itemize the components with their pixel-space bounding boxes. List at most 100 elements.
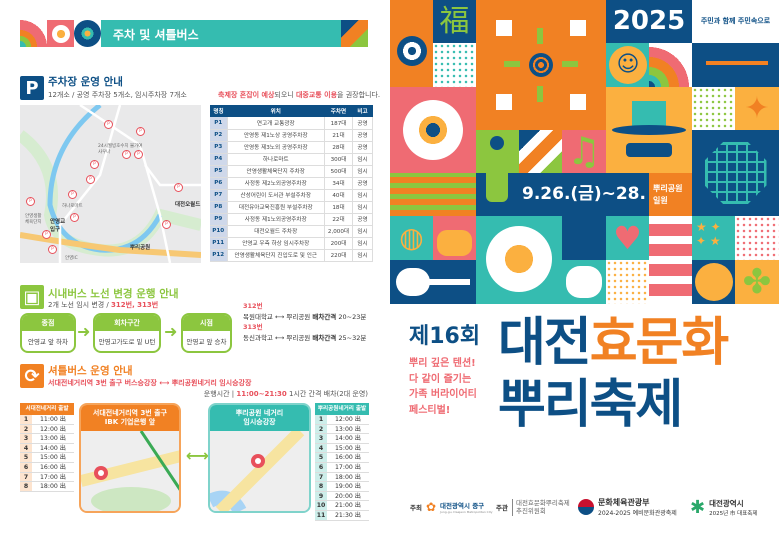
departure-time: 21:30 出 — [335, 511, 361, 519]
parking-title: 주차장 운영 안내 — [48, 76, 123, 88]
table-cell: P5 — [210, 165, 228, 178]
timetable-row: 3 13:00 出 — [20, 434, 74, 444]
clover-icon: ✤ — [735, 260, 779, 304]
daejeon-star-icon: ✱ — [690, 497, 706, 518]
trip-number: 4 — [315, 443, 327, 453]
arrow-right-icon: ➜ — [77, 322, 91, 341]
flower-icon — [47, 20, 74, 47]
timetable-row: 1 12:00 出 — [315, 415, 369, 425]
table-cell: 200대 — [324, 237, 353, 250]
trip-number: 7 — [20, 472, 32, 482]
departure-time: 13:00 出 — [40, 435, 66, 443]
map-pin-icon — [81, 430, 179, 511]
table-cell: 임시 — [352, 153, 373, 166]
table-cell: 임시 — [352, 165, 373, 178]
timetable-row: 9 20:00 出 — [315, 491, 369, 502]
table-cell: 공영 — [352, 141, 373, 154]
flow-step-start: 시점 안영교 앞 승차 — [181, 313, 232, 353]
two-way-arrow-icon: ⟷ — [186, 446, 209, 465]
table-row: P10 대전오월드 주차장 2,000대 임시 — [210, 225, 373, 238]
table-cell: 2,000대 — [324, 225, 353, 238]
table-cell: 공영 — [352, 213, 373, 226]
trip-number: 2 — [315, 424, 327, 434]
map-label: 대전오월드 — [175, 202, 201, 208]
flow-step-end: 종점 안영교 앞 하차 — [20, 313, 76, 353]
trip-number: 4 — [20, 443, 32, 453]
departure-time: 13:00 出 — [335, 425, 361, 433]
parking-subtitle: 12개소 / 공영 주차장 5개소, 임시주차장 7개소 — [48, 91, 187, 99]
trip-number: 8 — [315, 482, 327, 491]
trip-number: 6 — [315, 462, 327, 472]
table-row: P9 사정동 제1노외공영주차장 22대 공영 — [210, 213, 373, 226]
table-row: P11 안영교 우측 하상 임시주차장 200대 임시 — [210, 237, 373, 250]
trip-number: 1 — [315, 415, 327, 424]
timetable-row: 10 21:00 出 — [315, 501, 369, 511]
map-card-departure[interactable]: 서대전네거리역 3번 출구 IBK 기업은행 앞 — [79, 403, 181, 513]
trip-number: 5 — [20, 453, 32, 462]
table-row: P3 안영동 제3노외 공영주차장 28대 공영 — [210, 141, 373, 154]
column-header: 위치 — [227, 105, 325, 117]
timetable-row: 6 16:00 出 — [20, 462, 74, 473]
map-label: 뿌리공원 — [130, 245, 151, 251]
timetable-row: 4 15:00 出 — [315, 443, 369, 454]
departure-time: 20:00 出 — [335, 492, 361, 500]
rainbow-icon — [649, 43, 692, 87]
table-cell: 대전오월드 주차장 — [227, 225, 325, 238]
table-cell: 사정동 제2노외공영주차장 — [227, 177, 325, 190]
map-card-arrival[interactable]: 뿌리공원 네거리 임시승강장 — [208, 403, 311, 513]
timetable-row: 8 19:00 出 — [315, 482, 369, 492]
music-note-icon: ♫ — [562, 130, 606, 173]
table-cell: 187대 — [324, 117, 353, 130]
table-row: P2 안영동 제1노상 공영주차장 21대 공영 — [210, 129, 373, 142]
table-cell: 18대 — [324, 201, 353, 214]
table-cell: 대전유아교육진흥원 부설주차장 — [227, 201, 325, 214]
section-banner: 주차 및 셔틀버스 — [20, 20, 368, 47]
timetable-row: 7 18:00 出 — [315, 472, 369, 483]
table-cell: 안영동 제3노외 공영주차장 — [227, 141, 325, 154]
parking-icon: P — [20, 76, 44, 100]
map-label: 안영IC — [65, 256, 78, 261]
table-cell: 사정동 제1노외공영주차장 — [227, 213, 325, 226]
parking-notice: 축제장 혼잡이 예상되오니 대중교통 이용을 권장합니다. — [218, 91, 381, 99]
map-label: 안영교 입구 — [50, 219, 66, 233]
flower-icon — [476, 216, 562, 304]
triangle-pattern — [519, 130, 562, 173]
timetable-row: 2 12:00 出 — [20, 424, 74, 435]
map-label: 하나로마트 — [62, 204, 83, 209]
flow-step-turn: 회차구간 안영고가도로 밑 U턴 — [93, 313, 161, 353]
table-row: P1 연고개 교통광장 187대 공영 — [210, 117, 373, 130]
parking-table: 명칭 위치 주차면 비고 P1 연고개 교통광장 187대 공영 P2 안영동 제1노상 … — [210, 105, 373, 262]
dots-pattern — [735, 216, 779, 260]
table-cell: 300대 — [324, 153, 353, 166]
departure-time: 12:00 出 — [335, 416, 361, 423]
table-cell: 22대 — [324, 213, 353, 226]
table-cell: 공영 — [352, 129, 373, 142]
departure-time: 14:00 出 — [40, 444, 66, 452]
table-cell: 28대 — [324, 141, 353, 154]
trip-number: 5 — [315, 453, 327, 462]
dots-pattern — [433, 43, 476, 87]
timetable-row: 5 15:00 出 — [20, 453, 74, 463]
timetable-row: 7 17:00 出 — [20, 472, 74, 483]
table-cell: 220대 — [324, 249, 353, 262]
timetable-row: 2 13:00 出 — [315, 424, 369, 435]
slogan-logo: 주민과 함께 주민속으로 — [692, 0, 779, 43]
citybus-title: 시내버스 노선 변경 운행 안내 — [48, 288, 179, 300]
departure-time: 18:00 出 — [40, 483, 66, 491]
departure-time: 18:00 出 — [335, 473, 361, 481]
table-cell: 산성어린이 도서관 부설주차장 — [227, 189, 325, 202]
disco-ball-icon: ◍ — [390, 216, 433, 260]
departure-time: 12:00 出 — [40, 425, 66, 433]
table-row: P8 대전유아교육진흥원 부설주차장 18대 임시 — [210, 201, 373, 214]
shuttle-hours: 운행시간 | 11:00~21:30 1시간 간격 배차(2대 운영) — [203, 390, 368, 398]
trip-number: 3 — [315, 434, 327, 443]
poster-year: 2025 — [606, 0, 692, 43]
gat-hat-icon — [606, 87, 692, 173]
table-row: P6 사정동 제2노외공영주차장 34대 공영 — [210, 177, 373, 190]
shuttle-title: 셔틀버스 운영 안내 — [48, 365, 133, 377]
guitar-icon — [390, 260, 476, 304]
table-cell: 임시 — [352, 249, 373, 262]
timetable-row: 6 17:00 出 — [315, 462, 369, 473]
table-cell: 연고개 교통광장 — [227, 117, 325, 130]
